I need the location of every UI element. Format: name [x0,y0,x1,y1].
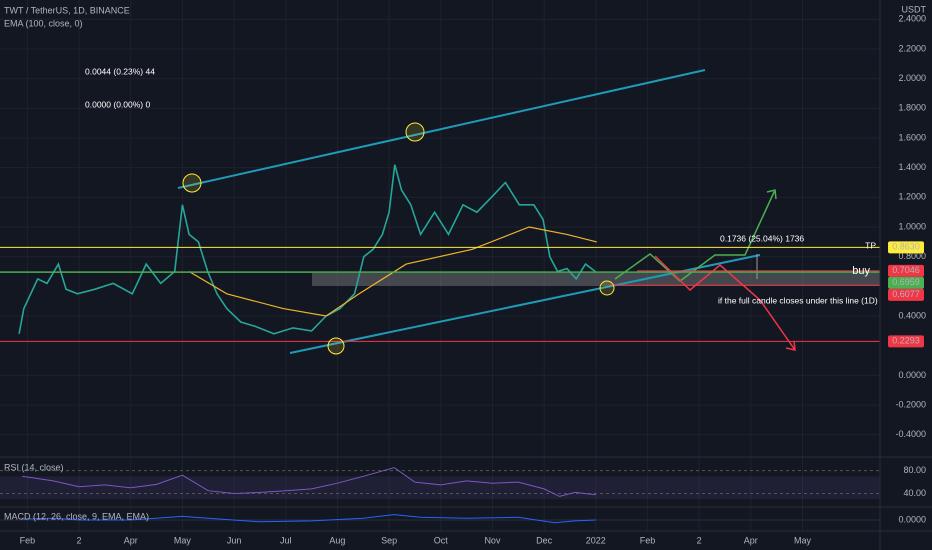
chart-title: TWT / TetherUS, 1D, BINANCE [4,5,130,15]
price-badge [888,288,924,301]
currency: USDT [902,4,927,14]
buy-zone [312,273,880,286]
y-tick-label: 1.8000 [898,103,926,113]
x-tick-label: Aug [329,535,345,545]
price-badge-label: 0.6077 [892,289,920,299]
bear-path [654,255,796,351]
y-tick-label: 1.6000 [898,132,926,142]
bull-arrowhead [766,189,777,200]
price-badge [888,241,924,254]
x-tick-label: May [794,535,812,545]
x-tick-label: Jul [280,535,292,545]
rsi-tick-label: 80.00 [903,465,926,475]
x-tick-label: Jun [227,535,242,545]
price-badge [888,276,924,289]
x-tick-label: 2022 [586,535,606,545]
y-tick-label: 0.4000 [898,310,926,320]
channel-upper [177,69,706,189]
bull-path [614,189,776,282]
y-tick-label: 1.0000 [898,221,926,231]
macd-line [22,514,596,524]
annotation: 0.0000 (0.00%) 0 [85,99,150,109]
rsi-line [22,467,596,497]
rsi-title: RSI (14, close) [4,462,64,472]
y-tick-label: 2.4000 [898,14,926,24]
price-badge-label: 0.8630 [892,242,920,252]
price-badge-label: 0.2293 [892,336,920,346]
x-tick-label: Apr [124,535,138,545]
pivot-circle [599,280,615,296]
ema-line [188,226,597,317]
rsi-tick-label: 40.00 [903,488,926,498]
x-tick-label: Oct [434,535,449,545]
x-tick-label: 2 [697,535,702,545]
y-tick-label: -0.2000 [895,399,926,409]
indicator-label: EMA (100, close, 0) [4,18,83,28]
y-tick-label: 0.8000 [898,251,926,261]
bear-arrowhead [785,340,796,351]
x-tick-label: May [174,535,192,545]
x-tick-label: 2 [77,535,82,545]
annotation: TP [865,240,876,250]
x-tick-label: Sep [381,535,397,545]
x-tick-label: Nov [484,535,501,545]
price-line [18,164,596,335]
pivot-circle [327,337,345,355]
macd-title: MACD (12, 26, close, 9, EMA, EMA) [4,511,149,521]
plot [0,164,880,524]
pivot-circle [405,122,425,142]
x-tick-label: Apr [744,535,758,545]
y-tick-label: 2.0000 [898,73,926,83]
x-tick-label: Dec [536,535,553,545]
price-badge-label: 0.6959 [892,277,920,287]
price-badge-label: 0.7046 [892,265,920,275]
x-tick-label: Feb [640,535,656,545]
pivot-circle [182,173,202,193]
price-badge [888,264,924,277]
annotation: buy [852,265,870,277]
macd-tick-label: 0.0000 [898,514,926,524]
annotation: 0.0044 (0.23%) 44 [85,66,155,76]
y-tick-label: 1.4000 [898,162,926,172]
y-tick-label: 2.2000 [898,43,926,53]
annotation: 0.1736 (25.04%) 1736 [720,233,804,243]
annotation: if the full candle closes under this lin… [718,295,878,305]
price-badge [888,335,924,348]
y-tick-label: 0.0000 [898,370,926,380]
y-tick-label: -0.4000 [895,429,926,439]
x-tick-label: Feb [20,535,36,545]
grid [0,0,880,531]
y-tick-label: 1.2000 [898,192,926,202]
